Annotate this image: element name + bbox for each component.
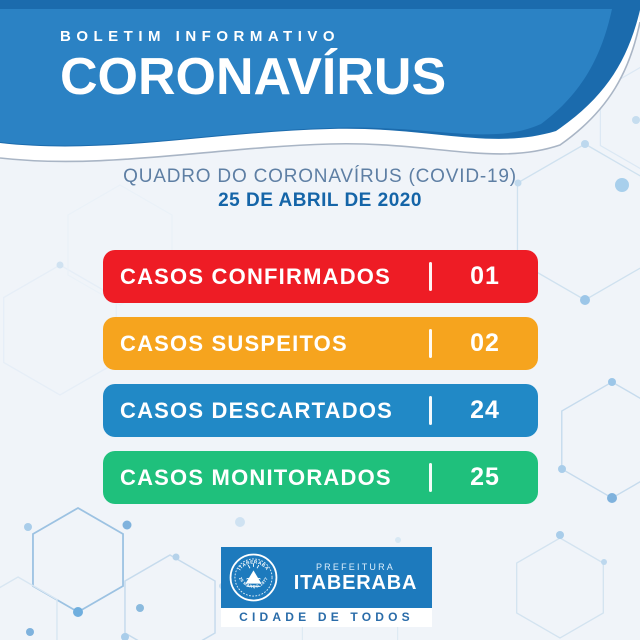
divider-line: [429, 463, 432, 492]
case-stats-list: CASOS CONFIRMADOS 01 CASOS SUSPEITOS 02 …: [103, 250, 538, 518]
page-title: CORONAVÍRUS: [60, 48, 447, 106]
stat-row-monitored: CASOS MONITORADOS 25: [103, 451, 538, 504]
city-tagline: CIDADE DE TODOS: [221, 608, 432, 627]
header-white-band: [0, 10, 640, 162]
header-curve-line: [0, 21, 640, 163]
seal-mountain-emblem: [245, 563, 262, 587]
stat-label: CASOS CONFIRMADOS: [120, 263, 391, 289]
divider-line: [429, 262, 432, 291]
prefeitura-logo-block: ITABERABA 26 MARÇO 1877 PREFEITURA ITABE…: [221, 547, 432, 608]
header-main-shape: [0, 9, 612, 146]
stat-label: CASOS MONITORADOS: [120, 464, 392, 490]
stat-row-suspected: CASOS SUSPEITOS 02: [103, 317, 538, 370]
divider-line: [429, 329, 432, 358]
stat-value: 24: [470, 396, 500, 424]
stat-label: CASOS DESCARTADOS: [120, 397, 394, 423]
divider-line: [429, 396, 432, 425]
stat-row-discarded: CASOS DESCARTADOS 24: [103, 384, 538, 437]
prefeitura-label: PREFEITURA: [315, 561, 395, 572]
bulletin-kicker: BOLETIM INFORMATIVO: [60, 28, 341, 45]
board-subtitle: QUADRO DO CORONAVÍRUS (COVID-19): [123, 166, 517, 187]
stat-value: 02: [470, 329, 500, 357]
stat-value: 25: [470, 463, 500, 491]
report-date: 25 DE ABRIL DE 2020: [218, 190, 422, 211]
city-name: ITABERABA: [293, 571, 418, 594]
stat-row-confirmed: CASOS CONFIRMADOS 01: [103, 250, 538, 303]
footer-logo: ITABERABA 26 MARÇO 1877 PREFEITURA ITABE…: [221, 547, 432, 627]
stat-value: 01: [470, 262, 500, 290]
header-wave: [0, 0, 640, 163]
itaberaba-seal: ITABERABA 26 MARÇO 1877: [229, 553, 278, 602]
stat-label: CASOS SUSPEITOS: [120, 330, 348, 356]
prefeitura-wordmark: PREFEITURA ITABERABA: [285, 562, 426, 594]
hexagon-molecule-pattern: [0, 62, 640, 640]
header-titles: BOLETIM INFORMATIVO CORONAVÍRUS: [60, 28, 446, 103]
